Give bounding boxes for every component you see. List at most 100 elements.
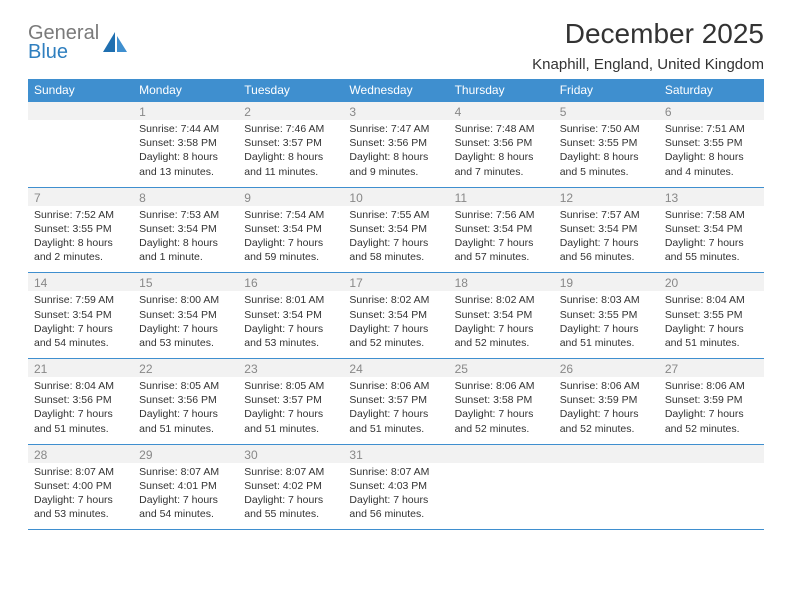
day-number-cell: 15 bbox=[133, 273, 238, 292]
day-number-cell: 23 bbox=[238, 359, 343, 378]
day-header: Thursday bbox=[449, 79, 554, 102]
day-line: Sunrise: 7:52 AM bbox=[34, 208, 127, 222]
day-line: Daylight: 7 hours bbox=[349, 236, 442, 250]
day-number-cell: 19 bbox=[554, 273, 659, 292]
day-line: Daylight: 7 hours bbox=[139, 322, 232, 336]
day-line: Daylight: 7 hours bbox=[560, 407, 653, 421]
day-line: and 53 minutes. bbox=[34, 507, 127, 521]
daynum-row: 123456 bbox=[28, 102, 764, 121]
day-content-cell: Sunrise: 8:03 AMSunset: 3:55 PMDaylight:… bbox=[554, 291, 659, 358]
day-line: Daylight: 8 hours bbox=[455, 150, 548, 164]
day-line: Sunrise: 8:07 AM bbox=[244, 465, 337, 479]
day-number-cell: 2 bbox=[238, 102, 343, 121]
day-content-cell: Sunrise: 8:06 AMSunset: 3:59 PMDaylight:… bbox=[554, 377, 659, 444]
day-line: Sunrise: 8:00 AM bbox=[139, 293, 232, 307]
day-content-cell: Sunrise: 8:04 AMSunset: 3:55 PMDaylight:… bbox=[659, 291, 764, 358]
day-content-cell: Sunrise: 8:06 AMSunset: 3:58 PMDaylight:… bbox=[449, 377, 554, 444]
day-line: Sunset: 3:54 PM bbox=[244, 308, 337, 322]
day-content-cell: Sunrise: 7:52 AMSunset: 3:55 PMDaylight:… bbox=[28, 206, 133, 273]
day-line: and 52 minutes. bbox=[665, 422, 758, 436]
day-line: Sunrise: 7:48 AM bbox=[455, 122, 548, 136]
day-number-cell: 26 bbox=[554, 359, 659, 378]
page-title: December 2025 bbox=[532, 18, 764, 50]
day-content-cell: Sunrise: 7:57 AMSunset: 3:54 PMDaylight:… bbox=[554, 206, 659, 273]
day-content-cell: Sunrise: 8:01 AMSunset: 3:54 PMDaylight:… bbox=[238, 291, 343, 358]
day-line: and 52 minutes. bbox=[349, 336, 442, 350]
day-number-cell: 27 bbox=[659, 359, 764, 378]
day-line: Sunset: 3:54 PM bbox=[455, 222, 548, 236]
calendar-table: Sunday Monday Tuesday Wednesday Thursday… bbox=[28, 79, 764, 529]
day-line: Daylight: 7 hours bbox=[560, 322, 653, 336]
day-line: Sunset: 3:54 PM bbox=[665, 222, 758, 236]
day-number-cell: 7 bbox=[28, 187, 133, 206]
day-header: Wednesday bbox=[343, 79, 448, 102]
day-line: Sunrise: 8:02 AM bbox=[455, 293, 548, 307]
day-line: and 7 minutes. bbox=[455, 165, 548, 179]
day-line: Daylight: 7 hours bbox=[244, 236, 337, 250]
day-line: Sunrise: 8:02 AM bbox=[349, 293, 442, 307]
day-number-cell: 31 bbox=[343, 444, 448, 463]
day-line: and 53 minutes. bbox=[244, 336, 337, 350]
day-number-cell: 3 bbox=[343, 102, 448, 121]
day-content-cell: Sunrise: 7:59 AMSunset: 3:54 PMDaylight:… bbox=[28, 291, 133, 358]
day-line: and 59 minutes. bbox=[244, 250, 337, 264]
day-number-cell: 24 bbox=[343, 359, 448, 378]
day-line: Daylight: 7 hours bbox=[244, 322, 337, 336]
day-line: Daylight: 7 hours bbox=[560, 236, 653, 250]
day-number-cell: 29 bbox=[133, 444, 238, 463]
day-line: Sunset: 3:59 PM bbox=[560, 393, 653, 407]
day-line: Daylight: 8 hours bbox=[665, 150, 758, 164]
day-line: Sunset: 3:57 PM bbox=[244, 136, 337, 150]
day-line: Sunrise: 7:57 AM bbox=[560, 208, 653, 222]
day-line: and 52 minutes. bbox=[560, 422, 653, 436]
day-line: Daylight: 7 hours bbox=[349, 322, 442, 336]
day-line: Sunrise: 7:55 AM bbox=[349, 208, 442, 222]
day-line: Sunset: 3:56 PM bbox=[455, 136, 548, 150]
day-line: Sunrise: 7:59 AM bbox=[34, 293, 127, 307]
day-line: Sunset: 3:57 PM bbox=[349, 393, 442, 407]
day-line: Daylight: 8 hours bbox=[244, 150, 337, 164]
day-line: Sunset: 4:01 PM bbox=[139, 479, 232, 493]
day-line: Daylight: 8 hours bbox=[139, 236, 232, 250]
day-content-cell: Sunrise: 7:48 AMSunset: 3:56 PMDaylight:… bbox=[449, 120, 554, 187]
content-row: Sunrise: 8:04 AMSunset: 3:56 PMDaylight:… bbox=[28, 377, 764, 444]
day-line: Sunset: 3:56 PM bbox=[139, 393, 232, 407]
day-line: and 57 minutes. bbox=[455, 250, 548, 264]
day-content-cell: Sunrise: 7:58 AMSunset: 3:54 PMDaylight:… bbox=[659, 206, 764, 273]
day-line: and 51 minutes. bbox=[244, 422, 337, 436]
calendar-body: 123456Sunrise: 7:44 AMSunset: 3:58 PMDay… bbox=[28, 102, 764, 530]
day-line: and 52 minutes. bbox=[455, 336, 548, 350]
day-content-cell: Sunrise: 8:07 AMSunset: 4:02 PMDaylight:… bbox=[238, 463, 343, 530]
day-number-cell: 14 bbox=[28, 273, 133, 292]
day-line: Sunset: 3:56 PM bbox=[349, 136, 442, 150]
day-line: Daylight: 7 hours bbox=[244, 493, 337, 507]
day-line: Daylight: 7 hours bbox=[665, 236, 758, 250]
day-line: Sunrise: 8:07 AM bbox=[349, 465, 442, 479]
title-block: December 2025 Knaphill, England, United … bbox=[532, 18, 764, 73]
day-line: Sunrise: 7:46 AM bbox=[244, 122, 337, 136]
day-line: Sunset: 3:54 PM bbox=[139, 222, 232, 236]
day-line: Sunset: 3:54 PM bbox=[34, 308, 127, 322]
logo-text: General Blue bbox=[28, 24, 99, 62]
logo: General Blue bbox=[28, 24, 131, 62]
day-header: Monday bbox=[133, 79, 238, 102]
logo-sail-icon bbox=[101, 30, 131, 56]
day-line: Daylight: 7 hours bbox=[139, 407, 232, 421]
content-row: Sunrise: 7:59 AMSunset: 3:54 PMDaylight:… bbox=[28, 291, 764, 358]
day-content-cell: Sunrise: 8:06 AMSunset: 3:57 PMDaylight:… bbox=[343, 377, 448, 444]
day-line: Sunrise: 7:51 AM bbox=[665, 122, 758, 136]
day-line: Sunset: 4:00 PM bbox=[34, 479, 127, 493]
day-content-cell: Sunrise: 8:07 AMSunset: 4:00 PMDaylight:… bbox=[28, 463, 133, 530]
day-content-cell: Sunrise: 7:46 AMSunset: 3:57 PMDaylight:… bbox=[238, 120, 343, 187]
day-header: Tuesday bbox=[238, 79, 343, 102]
day-line: Daylight: 7 hours bbox=[665, 407, 758, 421]
day-header: Sunday bbox=[28, 79, 133, 102]
day-line: Sunset: 3:55 PM bbox=[560, 136, 653, 150]
day-number-cell: 13 bbox=[659, 187, 764, 206]
day-line: Sunrise: 8:07 AM bbox=[34, 465, 127, 479]
header: General Blue December 2025 Knaphill, Eng… bbox=[28, 18, 764, 73]
day-number-cell: 1 bbox=[133, 102, 238, 121]
day-line: and 56 minutes. bbox=[560, 250, 653, 264]
day-number-cell: 18 bbox=[449, 273, 554, 292]
day-line: Sunset: 3:54 PM bbox=[560, 222, 653, 236]
